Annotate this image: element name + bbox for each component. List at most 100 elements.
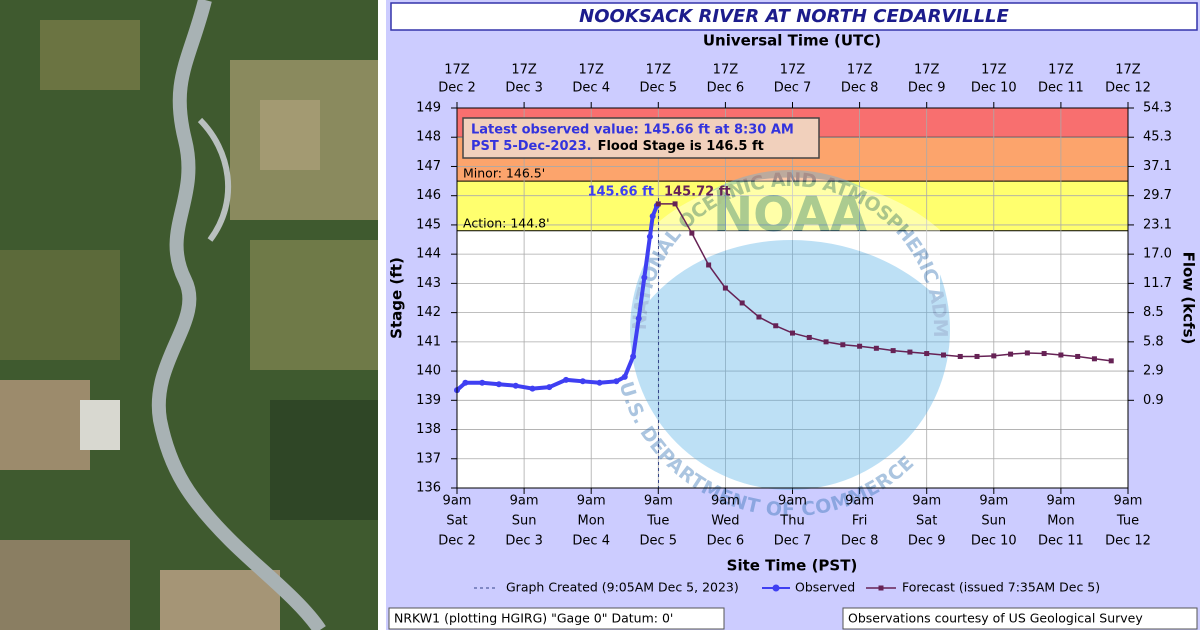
y2-tick-label: 37.1 [1143,159,1172,174]
forecast-point [857,343,863,349]
chart-title: NOOKSACK RIVER AT NORTH CEDARVILLLE [579,6,1009,27]
x-tick-label: Dec 3 [505,534,543,549]
x-tick-label: 9am [778,494,807,509]
forecast-point [840,342,846,348]
x-tick-label: Dec 10 [971,534,1017,549]
y-tick-label: 141 [416,334,441,349]
forecast-point [907,349,913,355]
legend-label: Graph Created (9:05AM Dec 5, 2023) [506,580,739,595]
x-tick-label: 9am [510,494,539,509]
observed-point [630,353,637,360]
forecast-point [773,323,779,329]
forecast-point [706,262,712,268]
forecast-point [991,353,997,359]
y2-tick-label: 0.9 [1143,393,1164,408]
satellite-image [0,0,378,630]
y-tick-label: 143 [416,276,441,291]
x2-tick-label: Dec 4 [572,81,610,96]
footer-left: NRKW1 (plotting HGIRG) "Gage 0" Datum: 0… [394,611,673,626]
plot-border [456,107,1129,489]
y-tick-label: 138 [416,422,441,437]
info-observed-line-2: PST 5-Dec-2023. Flood Stage is 146.5 ft [471,139,764,154]
forecast-point [1091,356,1097,362]
x-tick-label: 9am [644,494,673,509]
x2-tick-label: 17Z [713,63,739,78]
x2-tick-label: Dec 12 [1105,81,1151,96]
observed-point [495,381,502,388]
watermark-circle [630,170,950,490]
x-tick-label: 9am [443,494,472,509]
x2-tick-label: Dec 8 [841,81,879,96]
forecast-point [940,352,946,358]
x-tick-label: Tue [646,514,669,529]
watermark-logo: NOAA [713,187,867,243]
forecast-point [873,345,879,351]
x-tick-label: Thu [779,514,804,529]
x2-tick-label: Dec 6 [707,81,745,96]
x2-tick-label: 17Z [578,63,604,78]
x-axis-top-title: Universal Time (UTC) [703,32,881,50]
forecast-point [655,201,661,207]
x-tick-label: Dec 9 [908,534,946,549]
x2-tick-label: Dec 5 [640,81,678,96]
y-tick-label: 136 [416,481,441,496]
y2-tick-label: 11.7 [1143,276,1172,291]
y2-tick-label: 54.3 [1143,101,1172,116]
y-tick-label: 148 [416,130,441,145]
x-tick-label: Dec 12 [1105,534,1151,549]
y2-tick-label: 17.0 [1143,247,1172,262]
forecast-point [689,230,695,236]
x2-tick-label: 17Z [646,63,672,78]
observed-point [579,378,586,385]
forecast-point [790,330,795,336]
y2-tick-label: 8.5 [1143,305,1164,320]
y2-tick-label: 2.9 [1143,364,1164,379]
x-tick-label: Dec 6 [707,534,745,549]
legend-label: Forecast (issued 7:35AM Dec 5) [902,580,1100,595]
forecast-point [806,334,812,340]
x2-tick-label: 17Z [1048,63,1074,78]
x-tick-label: Dec 7 [774,534,812,549]
forecast-point [1008,351,1014,357]
observed-point [613,378,620,385]
x-tick-label: Sun [512,514,537,529]
observed-point [646,233,653,240]
forecast-point [974,353,980,359]
x2-tick-label: Dec 2 [438,81,476,96]
observed-point [462,379,469,386]
legend-label: Observed [795,580,855,595]
y-tick-label: 147 [416,159,441,174]
x-tick-label: Dec 5 [640,534,678,549]
y-axis-title: Stage (ft) [388,257,406,339]
x-tick-label: Sat [916,514,937,529]
forecast-point [924,351,930,357]
info-flood-stage: Flood Stage is 146.5 ft [598,139,764,154]
observed-point [563,376,570,383]
y-tick-label: 137 [416,451,441,466]
title-box [390,2,1198,31]
x-tick-label: Wed [711,514,739,529]
x-axis-title: Site Time (PST) [727,557,858,575]
forecast-point [1058,352,1064,358]
x-tick-label: 9am [1046,494,1075,509]
forecast-point [722,285,728,291]
x2-tick-label: Dec 10 [971,81,1017,96]
x-tick-label: Mon [1047,514,1074,529]
footer-right: Observations courtesy of US Geological S… [848,611,1143,626]
x-tick-label: Fri [852,514,868,529]
x-tick-label: Tue [1116,514,1139,529]
forecast-point [823,339,829,345]
y2-tick-label: 23.1 [1143,217,1172,232]
x-tick-label: Dec 11 [1038,534,1084,549]
series-layer [454,198,1114,488]
x2-tick-label: 17Z [981,63,1007,78]
forecast-point [739,300,745,306]
y-tick-label: 142 [416,305,441,320]
x-tick-label: Sat [446,514,467,529]
y-tick-label: 149 [416,101,441,116]
forecast-point [1041,351,1047,357]
forecast-point [1108,358,1114,364]
forecast-point [890,348,896,354]
forecast-line [658,203,1112,362]
